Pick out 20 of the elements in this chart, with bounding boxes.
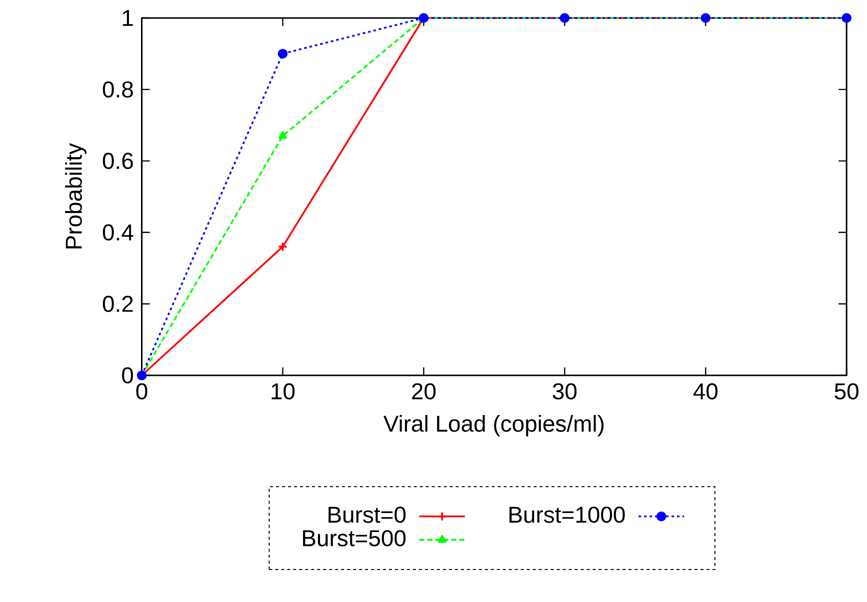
point — [278, 48, 288, 59]
y-tick-label: 0.2 — [102, 296, 133, 312]
y-tick-label: 0.6 — [102, 152, 133, 170]
y-tick-label: 0.4 — [102, 224, 134, 241]
x-tick-label: 0 — [136, 383, 148, 400]
x-tick-label: 50 — [834, 383, 858, 400]
x-tick-label: 40 — [693, 383, 718, 400]
y-tick-label: 0 — [122, 367, 134, 384]
y-tick-label: 0.8 — [102, 81, 133, 98]
x-tick-label: 20 — [412, 383, 436, 400]
x-tick-label: 30 — [552, 383, 577, 400]
legend-label: Burst=500 — [303, 530, 406, 546]
x-tick-label: 10 — [272, 383, 295, 400]
y-tick-label: 1 — [122, 10, 133, 26]
point — [278, 242, 288, 252]
legend-label: Burst=0 — [328, 506, 406, 523]
x-axis-title: Viral Load (copies/ml) — [383, 414, 604, 436]
point — [278, 131, 288, 139]
legend-label: Burst=1000 — [510, 506, 625, 523]
y-axis-title: Probability — [65, 143, 86, 248]
